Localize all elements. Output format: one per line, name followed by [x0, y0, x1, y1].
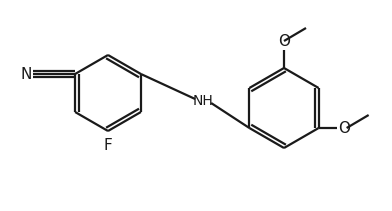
Text: O: O	[338, 120, 350, 135]
Text: O: O	[278, 34, 290, 49]
Text: F: F	[103, 138, 113, 153]
Text: NH: NH	[193, 94, 214, 108]
Text: N: N	[21, 66, 32, 81]
